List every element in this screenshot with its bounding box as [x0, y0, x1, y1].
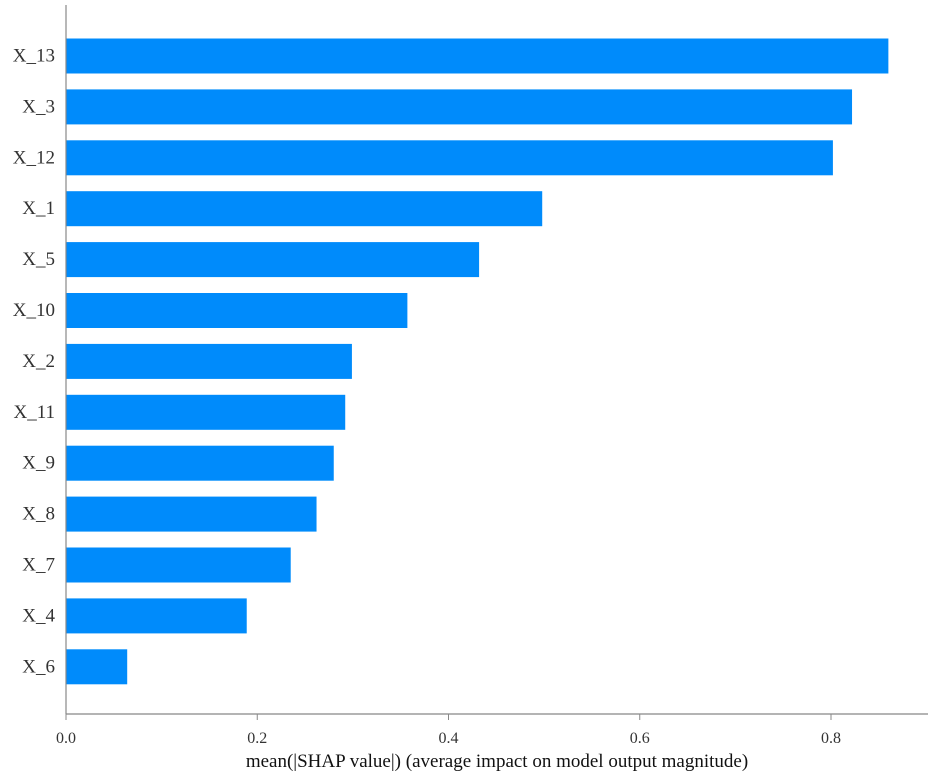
- category-label: X_9: [22, 453, 55, 474]
- bar-x-5: [66, 242, 480, 278]
- category-label: X_6: [22, 656, 55, 677]
- bars-group: [66, 38, 889, 685]
- category-labels-group: X_13 X_3 X_12 X_1 X_5 X_10 X_2 X_11 X_9 X_8 X_7 X_4…: [13, 46, 56, 678]
- x-axis-title: mean(|SHAP value|) (average impact on mo…: [246, 751, 748, 772]
- x-tick-label: 0.8: [821, 730, 841, 747]
- bar-x-4: [66, 598, 247, 634]
- category-label: X_3: [22, 96, 55, 117]
- bar-x-13: [66, 38, 889, 74]
- category-label: X_8: [22, 504, 55, 525]
- category-label: X_7: [22, 555, 55, 576]
- bar-x-12: [66, 140, 833, 176]
- x-tick-label: 0.6: [630, 730, 650, 747]
- bar-x-8: [66, 496, 317, 532]
- category-label: X_4: [22, 605, 55, 626]
- bar-x-1: [66, 191, 543, 227]
- bar-x-9: [66, 445, 334, 481]
- category-label: X_1: [22, 198, 55, 219]
- bar-x-2: [66, 343, 352, 379]
- category-label: X_2: [22, 351, 55, 372]
- bar-x-11: [66, 394, 346, 430]
- bar-x-10: [66, 293, 408, 328]
- category-label: X_11: [13, 402, 55, 423]
- category-label: X_5: [22, 249, 55, 270]
- category-label: X_12: [13, 147, 55, 168]
- bar-x-6: [66, 649, 128, 685]
- bar-x-3: [66, 89, 853, 125]
- x-tick-label: 0.2: [247, 730, 267, 747]
- bar-x-7: [66, 547, 291, 583]
- category-label: X_10: [13, 300, 55, 321]
- category-label: X_13: [13, 46, 55, 67]
- x-tick-label: 0.0: [56, 730, 76, 747]
- x-tick-label: 0.4: [439, 730, 459, 747]
- x-ticks-group: 0.0 0.2 0.4 0.6 0.8: [56, 714, 841, 747]
